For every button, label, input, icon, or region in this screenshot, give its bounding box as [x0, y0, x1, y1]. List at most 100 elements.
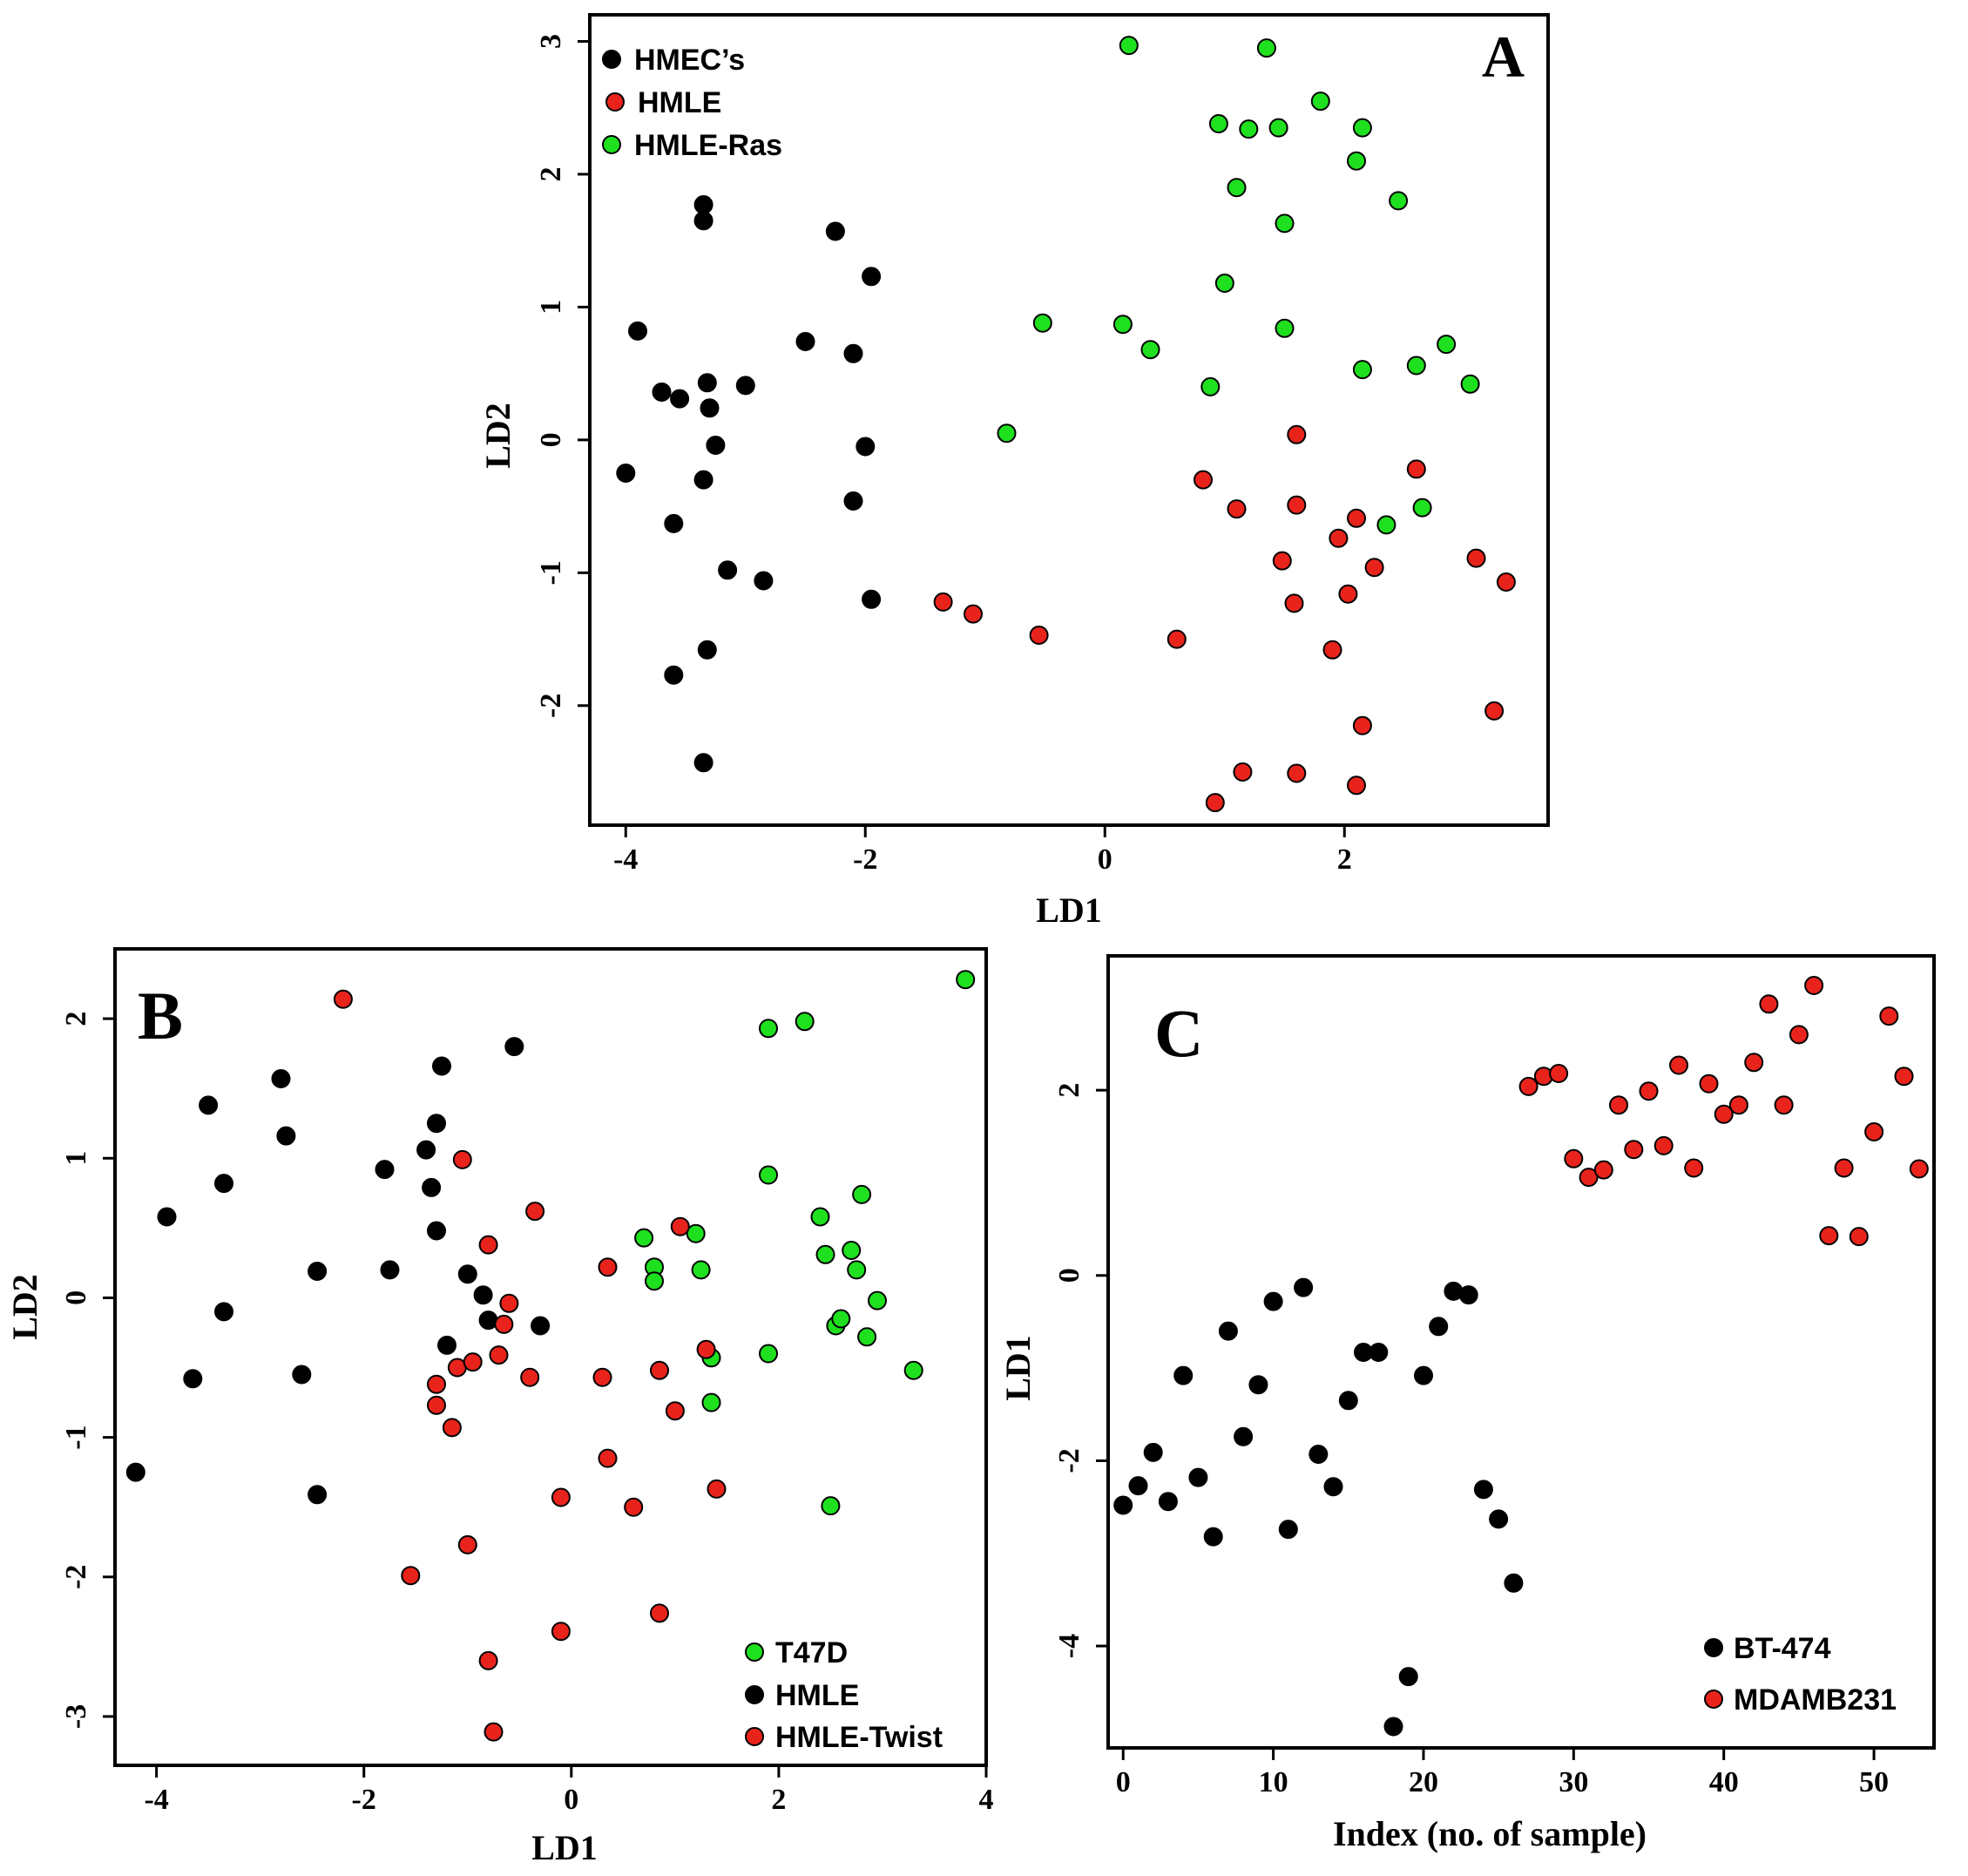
y-tick-label: 0 — [1053, 1268, 1085, 1283]
point-hmec-s — [664, 513, 684, 533]
y-tick-label: -1 — [535, 560, 567, 585]
panel-b-y-axis-label: LD2 — [5, 1274, 44, 1340]
x-tick-label: 40 — [1709, 1766, 1739, 1798]
x-tick-label: 0 — [1098, 843, 1112, 876]
point-hmec-s — [795, 332, 815, 351]
point-bt-474 — [1158, 1492, 1178, 1512]
legend-label-hmecs: HMEC’s — [634, 44, 745, 77]
point-hmle — [933, 592, 953, 612]
point-hmle-ras — [1412, 498, 1432, 518]
point-hmle-twist — [489, 1345, 509, 1365]
point-hmle-twist — [707, 1479, 727, 1499]
point-hmle — [214, 1174, 233, 1194]
point-hmle — [199, 1095, 219, 1115]
point-hmec-s — [697, 640, 717, 660]
point-hmle-twist — [478, 1650, 498, 1670]
point-mdamb231 — [1834, 1158, 1854, 1178]
legend-label-hmle: HMLE — [638, 86, 721, 119]
point-t47d — [815, 1244, 835, 1264]
point-hmec-s — [664, 665, 684, 685]
point-bt-474 — [1218, 1321, 1238, 1341]
point-hmle — [531, 1316, 551, 1336]
point-hmle — [422, 1177, 442, 1197]
point-hmec-s — [706, 436, 726, 455]
point-hmle — [1406, 459, 1426, 479]
legend-marker-hmle-ras — [602, 135, 621, 154]
legend-label-bt474: BT-474 — [1734, 1632, 1831, 1665]
point-hmle — [375, 1160, 395, 1180]
legend-marker-hmecs — [602, 50, 621, 69]
point-hmle-twist — [499, 1293, 519, 1313]
x-tick-label: 10 — [1259, 1766, 1288, 1798]
point-hmle — [276, 1126, 296, 1146]
y-tick-label: 0 — [535, 432, 567, 447]
point-hmle-twist — [592, 1367, 612, 1387]
point-hmle-ras — [1119, 36, 1139, 56]
legend-marker-hmle-b — [745, 1685, 764, 1704]
point-hmle-ras — [1227, 178, 1247, 198]
panel-a-x-axis-label: LD1 — [1036, 891, 1102, 930]
point-mdamb231 — [1789, 1025, 1809, 1045]
point-hmle-twist — [427, 1395, 446, 1415]
panel-b-chart: -4 -2 0 2 4 -3 -2 -1 0 1 2 B LD1 LD2 T47D HMLE HML… — [5, 947, 994, 1867]
point-hmle-twist — [457, 1534, 477, 1554]
point-t47d — [857, 1327, 877, 1347]
point-hmle-ras — [1200, 376, 1221, 396]
point-hmec-s — [700, 398, 720, 418]
y-tick-label: -2 — [60, 1565, 92, 1589]
point-hmle — [292, 1365, 312, 1385]
point-hmle-ras — [1275, 213, 1295, 234]
point-mdamb231 — [1549, 1064, 1569, 1083]
point-hmle-twist — [551, 1622, 571, 1642]
point-bt-474 — [1128, 1476, 1148, 1496]
point-hmle — [432, 1056, 451, 1076]
point-bt-474 — [1294, 1277, 1314, 1297]
point-mdamb231 — [1728, 1095, 1748, 1115]
point-hmle-twist — [696, 1339, 716, 1359]
point-hmle-ras — [1268, 118, 1288, 138]
point-hmec-s — [693, 753, 713, 773]
panel-c-plot-frame — [1106, 954, 1936, 1750]
point-hmle-ras — [1214, 274, 1234, 293]
y-tick-label: 1 — [60, 1151, 92, 1166]
point-hmec-s — [616, 464, 636, 483]
point-hmle — [437, 1335, 456, 1355]
point-hmle-ras — [1140, 340, 1160, 360]
legend-item-t47d: T47D — [745, 1636, 848, 1669]
point-hmle — [1352, 715, 1372, 735]
point-t47d — [810, 1207, 830, 1227]
point-hmle-ras — [1256, 38, 1276, 58]
point-hmle-twist — [525, 1202, 545, 1222]
point-mdamb231 — [1669, 1055, 1688, 1075]
point-hmle — [1272, 551, 1292, 571]
point-hmec-s — [856, 437, 876, 457]
x-tick-label: -4 — [613, 843, 638, 876]
point-hmle — [416, 1140, 436, 1160]
legend-label-hmle-twist: HMLE-Twist — [775, 1721, 943, 1754]
panel-c-legend: BT-474 MDAMB231 — [1704, 1632, 1897, 1717]
point-hmle-twist — [333, 989, 353, 1009]
point-hmle — [1329, 528, 1349, 548]
point-mdamb231 — [1684, 1158, 1704, 1178]
point-t47d — [831, 1309, 851, 1329]
panel-c-ticks: 0 10 20 30 40 50 -4 -2 0 2 — [1053, 1083, 1889, 1798]
point-mdamb231 — [1564, 1148, 1584, 1168]
point-hmle-twist — [551, 1487, 571, 1507]
point-hmec-s — [825, 221, 845, 241]
point-hmle-ras — [1275, 318, 1295, 338]
point-hmec-s — [628, 321, 647, 341]
panel-a-legend: HMEC’s HMLE HMLE-Ras — [602, 44, 782, 162]
legend-marker-mdamb231 — [1704, 1690, 1723, 1709]
x-tick-label: -4 — [144, 1784, 168, 1816]
point-hmle — [214, 1302, 233, 1322]
panel-a-y-axis-label: LD2 — [478, 403, 517, 469]
point-mdamb231 — [1759, 994, 1779, 1014]
point-hmle — [1287, 424, 1307, 444]
point-hmle — [457, 1264, 477, 1284]
point-t47d — [691, 1260, 711, 1280]
point-hmle — [380, 1260, 400, 1280]
y-tick-label: 2 — [60, 1012, 92, 1026]
legend-item-bt474: BT-474 — [1704, 1632, 1831, 1665]
point-hmle-ras — [1352, 118, 1372, 138]
point-mdamb231 — [1879, 1006, 1899, 1026]
